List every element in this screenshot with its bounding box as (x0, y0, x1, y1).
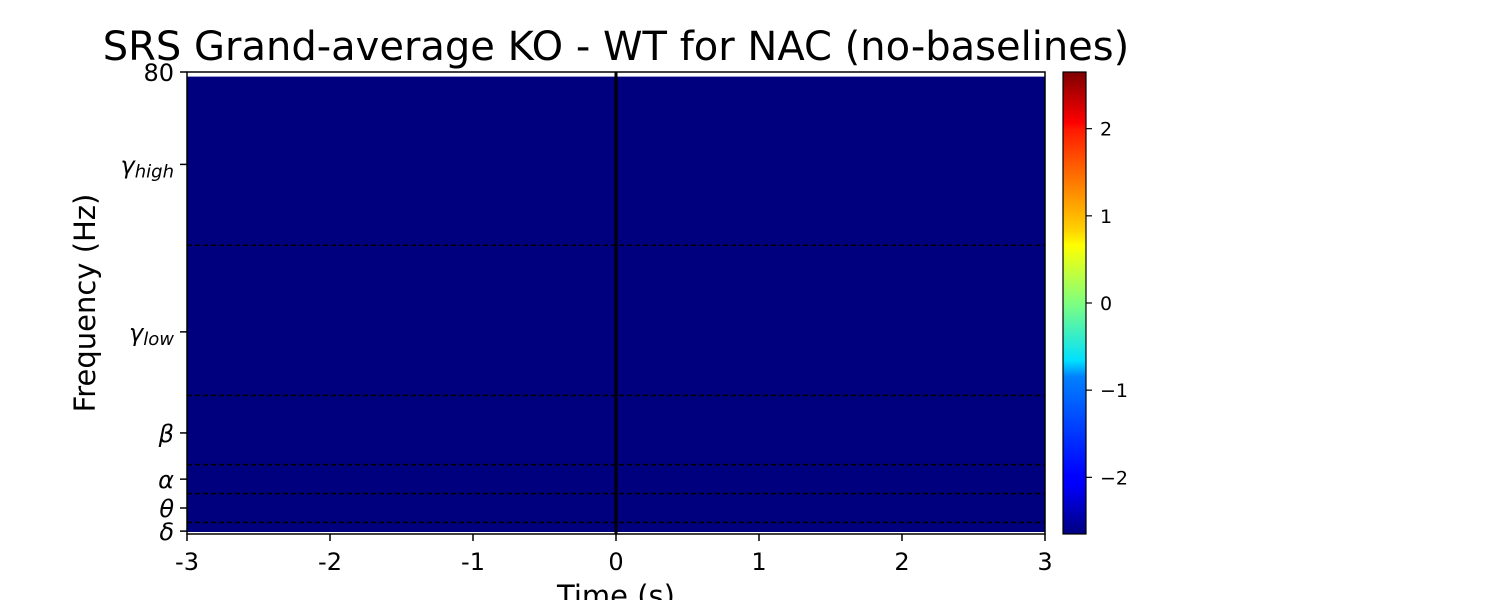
y-band-label: β (158, 420, 174, 448)
y-band-label: γlow (129, 319, 174, 350)
y-band-label: δ (159, 518, 174, 546)
x-tick-label: 2 (894, 548, 909, 576)
y-axis-label: Frequency (Hz) (68, 194, 102, 413)
x-tick-label: 1 (751, 548, 766, 576)
x-tick-label: -2 (318, 548, 342, 576)
x-axis-ticks: -3 -2 -1 0 1 2 3 (175, 534, 1053, 576)
x-tick-label: -3 (175, 548, 199, 576)
x-tick-label: 3 (1037, 548, 1052, 576)
colorbar (1062, 71, 1087, 535)
colorbar-tick-label: −2 (1100, 467, 1128, 489)
y-band-label: α (158, 466, 174, 494)
colorbar-tick-label: 1 (1100, 206, 1112, 228)
chart-title: SRS Grand-average KO - WT for NAC (no-ba… (103, 24, 1130, 70)
x-tick-label: 0 (608, 548, 623, 576)
y-band-label: γhigh (121, 151, 174, 182)
y-tick-label: 80 (143, 59, 174, 87)
y-band-label: θ (159, 495, 174, 523)
x-tick-label: -1 (461, 548, 485, 576)
colorbar-tick-label: 0 (1100, 293, 1112, 315)
x-axis-label: Time (s) (556, 579, 675, 600)
colorbar-ticks: −2 −1 0 1 2 (1086, 119, 1128, 489)
colorbar-tick-label: 2 (1100, 119, 1112, 141)
colorbar-tick-label: −1 (1100, 380, 1128, 402)
